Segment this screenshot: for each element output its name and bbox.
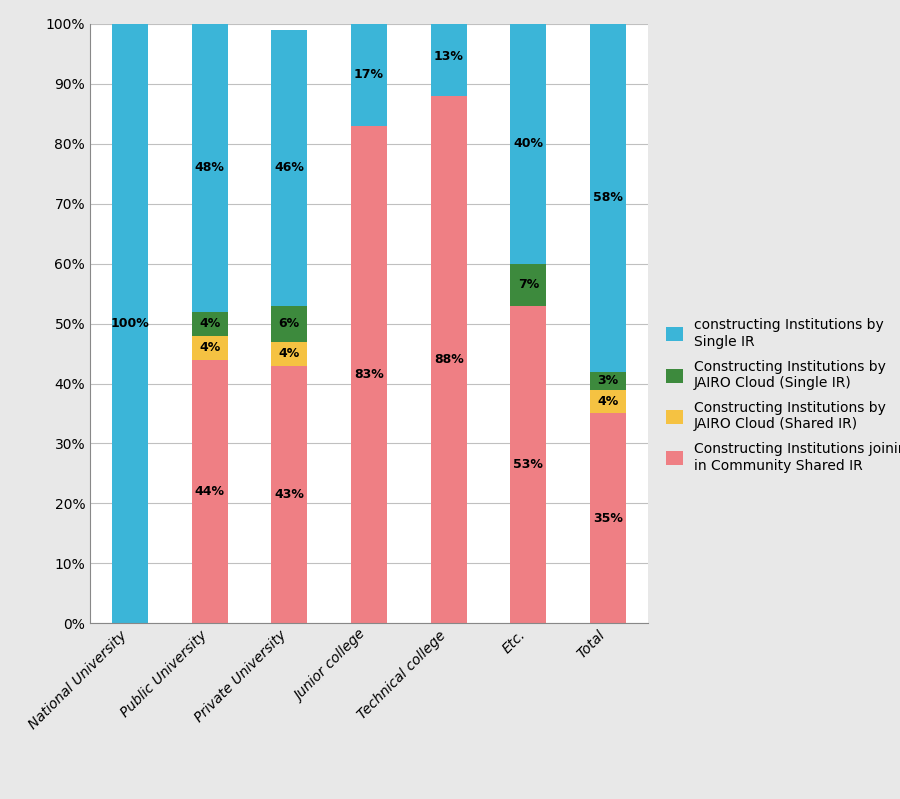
Text: 7%: 7% [518,278,539,291]
Text: 44%: 44% [194,485,225,498]
Bar [272,306,307,342]
Text: 3%: 3% [598,374,618,387]
Text: 17%: 17% [354,69,384,81]
Text: 4%: 4% [199,341,220,354]
Bar [272,366,307,623]
Text: 13%: 13% [434,50,464,63]
Bar [590,24,626,372]
Bar [510,24,546,264]
Bar [192,312,228,336]
Text: 6%: 6% [279,317,300,330]
Bar [590,414,626,623]
Bar [351,24,387,125]
Bar [272,30,307,306]
Text: 88%: 88% [434,353,464,366]
Text: 53%: 53% [514,458,544,471]
Bar [510,264,546,306]
Text: 4%: 4% [199,317,220,330]
Bar [192,24,228,312]
Text: 83%: 83% [354,368,384,381]
Bar [192,360,228,623]
Bar [431,96,466,623]
Text: 58%: 58% [593,191,623,205]
Bar [112,24,148,623]
Bar [590,372,626,390]
Bar [431,18,466,96]
Text: 4%: 4% [598,395,619,408]
Bar [192,336,228,360]
Legend: constructing Institutions by
Single IR, Constructing Institutions by
JAIRO Cloud: constructing Institutions by Single IR, … [666,319,900,472]
Text: 4%: 4% [279,347,300,360]
Text: 43%: 43% [274,488,304,501]
Bar [510,306,546,623]
Text: 46%: 46% [274,161,304,174]
Bar [272,342,307,366]
Text: 48%: 48% [194,161,224,174]
Bar [590,390,626,414]
Text: 100%: 100% [111,317,149,330]
Text: 40%: 40% [513,137,544,150]
Bar [351,125,387,623]
Text: 35%: 35% [593,512,623,525]
